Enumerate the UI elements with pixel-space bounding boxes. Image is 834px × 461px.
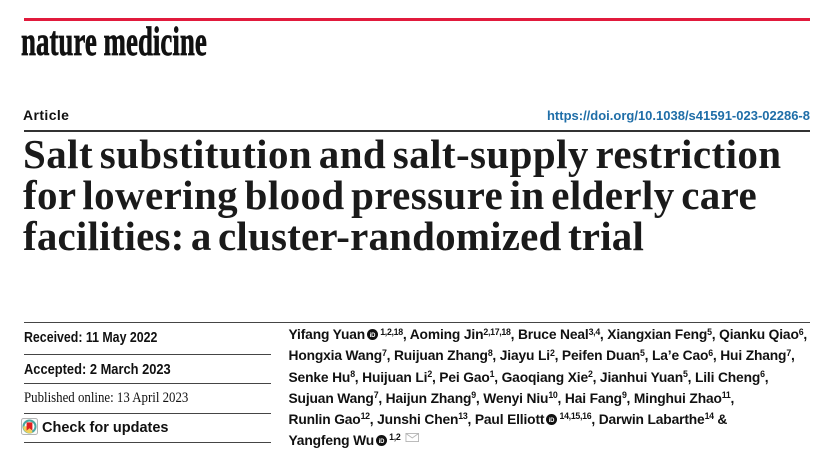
svg-text:iD: iD — [370, 333, 377, 339]
svg-text:iD: iD — [379, 439, 386, 445]
svg-text:iD: iD — [549, 418, 556, 424]
